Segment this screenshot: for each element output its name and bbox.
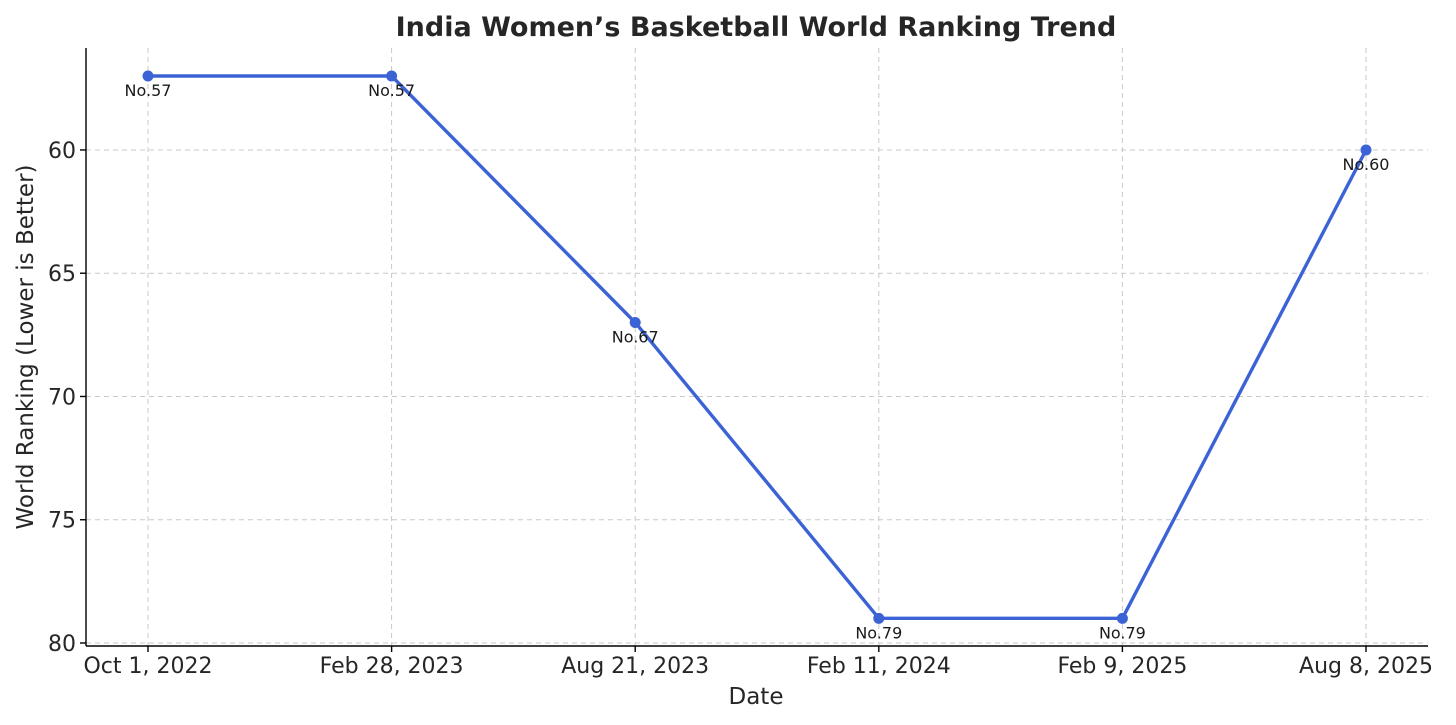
data-label: No.79 (855, 623, 902, 642)
y-axis-label: World Ranking (Lower is Better) (13, 165, 39, 530)
series-line (146, 74, 1368, 620)
x-axis-label: Date (729, 684, 784, 710)
x-tick-label: Aug 21, 2023 (561, 654, 709, 679)
x-tick-label: Feb 28, 2023 (320, 654, 464, 679)
data-label: No.67 (612, 328, 659, 347)
y-axis-ticks: 60 65 70 75 80 (48, 139, 86, 657)
data-points (142, 70, 1372, 624)
y-tick-label: 60 (48, 139, 76, 164)
data-point (142, 70, 154, 82)
data-point (1360, 144, 1372, 156)
x-tick-label: Oct 1, 2022 (83, 654, 212, 679)
data-point (629, 317, 641, 329)
x-tick-label: Aug 8, 2025 (1299, 654, 1433, 679)
data-label: No.60 (1343, 155, 1390, 174)
data-label: No.57 (125, 81, 172, 100)
y-tick-label: 65 (48, 262, 76, 287)
y-tick-label: 75 (48, 509, 76, 534)
data-point (386, 70, 398, 82)
grid (86, 48, 1428, 646)
data-label: No.79 (1099, 623, 1146, 642)
data-point (873, 612, 885, 624)
y-tick-label: 80 (48, 632, 76, 657)
x-tick-label: Feb 9, 2025 (1057, 654, 1187, 679)
data-labels: No.57 No.57 No.67 No.79 No.79 No.60 (125, 81, 1390, 642)
y-tick-label: 70 (48, 385, 76, 410)
chart-title: India Women’s Basketball World Ranking T… (396, 12, 1117, 43)
data-label: No.57 (368, 81, 415, 100)
x-axis-ticks: Oct 1, 2022 Feb 28, 2023 Aug 21, 2023 Feb 1… (83, 646, 1433, 679)
data-point (1116, 612, 1128, 624)
x-tick-label: Feb 11, 2024 (807, 654, 951, 679)
